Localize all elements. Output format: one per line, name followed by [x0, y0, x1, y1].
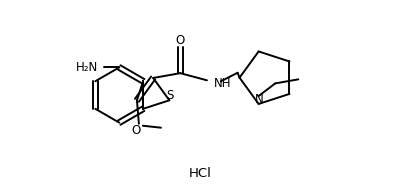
Text: H₂N: H₂N: [75, 61, 98, 74]
Text: HCl: HCl: [188, 167, 211, 180]
Text: S: S: [166, 89, 174, 102]
Text: O: O: [131, 124, 140, 137]
Text: N: N: [255, 92, 263, 106]
Text: O: O: [175, 34, 185, 47]
Text: NH: NH: [213, 77, 231, 90]
